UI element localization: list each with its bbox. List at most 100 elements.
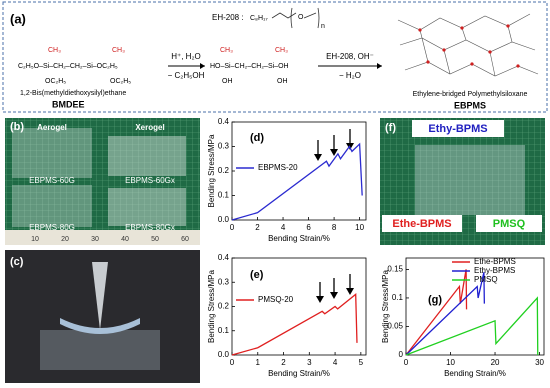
- x-tick-label: 10: [446, 358, 455, 367]
- mid-ch3: CH₃: [220, 47, 233, 54]
- fixture: [40, 330, 160, 370]
- ruler: [5, 230, 200, 245]
- y-axis-label: Bending Stress/MPa: [381, 269, 390, 342]
- mid-oh: OH: [222, 78, 233, 85]
- arrow-head: [200, 63, 205, 69]
- annotation-arrowheads: [314, 143, 354, 303]
- x-tick-label: 4: [281, 223, 286, 232]
- eh208-formula: C₈H₁₇: [250, 15, 268, 22]
- y-tick-label: 0.4: [218, 253, 230, 262]
- panel-label: (d): [250, 132, 264, 144]
- photo-label: Aerogel: [37, 123, 67, 132]
- bmdee-ch3: CH₃: [48, 47, 61, 54]
- legend-label: Ethe-BPMS: [474, 257, 516, 266]
- eh208-o: O: [298, 14, 304, 21]
- bmdee-ch3: CH₃: [112, 47, 125, 54]
- ruler-label: 60: [181, 236, 189, 243]
- mid-formula: HO–Si–CH₂–CH₂–Si–OH: [210, 63, 289, 70]
- ruler-label: 20: [61, 236, 69, 243]
- data-line: [231, 142, 363, 221]
- annotation-arrows: [317, 129, 351, 298]
- y-tick-label: 0.1: [392, 293, 404, 302]
- sample: [12, 185, 92, 227]
- x-tick-label: 3: [307, 358, 312, 367]
- chain: [271, 12, 297, 19]
- x-axis-label: Bending Strain/%: [268, 369, 330, 378]
- panel-label: (f): [385, 122, 396, 134]
- eh208-label: EH-208 :: [212, 13, 244, 22]
- y-tick-label: 0: [399, 350, 404, 359]
- sample: [108, 136, 186, 176]
- step2-byproduct: − H₂O: [339, 71, 361, 80]
- x-tick-label: 10: [355, 223, 364, 232]
- label-box: [412, 120, 504, 137]
- scheme-box: [2, 1, 548, 113]
- photo-label: Ethe-BPMS: [392, 218, 451, 230]
- y-tick-label: 0.4: [218, 117, 230, 126]
- panel-label: (a): [10, 11, 26, 26]
- step1-reagent: H⁺, H₂O: [171, 52, 201, 61]
- y-axis-label: Bending Stress/MPa: [207, 134, 216, 207]
- sample-bent: [60, 318, 140, 334]
- legend-label: Ethy-BPMS: [474, 266, 515, 275]
- sample: [12, 128, 92, 178]
- legend-label: PMSQ: [474, 275, 498, 284]
- network-nodes: [418, 24, 520, 68]
- eh208-n: n: [321, 23, 325, 30]
- step1-byproduct: − C₂H₅OH: [168, 71, 205, 80]
- data-line: [405, 296, 539, 356]
- y-tick-label: 0.3: [218, 142, 230, 151]
- x-tick-label: 0: [230, 358, 235, 367]
- ruler-label: 10: [31, 236, 39, 243]
- photo-label: EBPMS-80G: [29, 223, 75, 232]
- panel-label: (g): [428, 294, 442, 306]
- x-tick-label: 0: [230, 223, 235, 232]
- panel-label: (b): [10, 121, 24, 133]
- x-tick-label: 30: [535, 358, 544, 367]
- photo-label: Xerogel: [135, 123, 164, 132]
- sample: [415, 145, 525, 215]
- step2-reagent: EH-208, OH⁻: [326, 52, 374, 61]
- y-tick-label: 0.0: [218, 350, 230, 359]
- label-box: [476, 215, 542, 232]
- legend-label: PMSQ-20: [258, 295, 294, 304]
- x-tick-label: 5: [359, 358, 364, 367]
- photo-label: Ethy-BPMS: [428, 123, 487, 135]
- x-tick-label: 8: [332, 223, 337, 232]
- photo-label: EBPMS-60Gx: [125, 176, 175, 185]
- bmdee-name: 1,2-Bis(methyldiethoxysilyl)ethane: [20, 90, 126, 97]
- label-box: [382, 215, 462, 232]
- data-line: [405, 269, 468, 356]
- indenter: [92, 262, 108, 330]
- panel-label: (e): [250, 269, 264, 281]
- y-tick-label: 0.1: [218, 191, 230, 200]
- ruler-label: 40: [121, 236, 129, 243]
- mid-oh: OH: [277, 78, 288, 85]
- x-tick-label: 0: [404, 358, 409, 367]
- x-tick-label: 6: [306, 223, 311, 232]
- y-tick-label: 0.0: [218, 215, 230, 224]
- arrow-head: [377, 63, 382, 69]
- data-line: [405, 272, 485, 356]
- y-tick-label: 0.3: [218, 277, 230, 286]
- y-tick-label: 0.15: [387, 265, 403, 274]
- legend-label: EBPMS-20: [258, 163, 298, 172]
- y-tick-label: 0.2: [218, 166, 230, 175]
- photo-b: [5, 118, 200, 245]
- product-abbr: EBPMS: [454, 100, 486, 110]
- x-tick-label: 4: [333, 358, 338, 367]
- ruler-label: 30: [91, 236, 99, 243]
- plot-frame: [405, 257, 545, 356]
- panel-label: (c): [10, 256, 24, 268]
- bmdee-oc2h5: OC₂H₅: [110, 78, 131, 85]
- photo-label: EBPMS-60G: [29, 176, 75, 185]
- y-tick-label: 0.1: [218, 326, 230, 335]
- product-name: Ethylene-bridged Polymethylsiloxane: [413, 91, 528, 98]
- bracket: [290, 7, 320, 29]
- x-tick-label: 2: [281, 358, 286, 367]
- x-tick-label: 1: [256, 358, 261, 367]
- x-tick-label: 2: [255, 223, 260, 232]
- data-line: [231, 293, 358, 356]
- y-axis-label: Bending Stress/MPa: [207, 269, 216, 342]
